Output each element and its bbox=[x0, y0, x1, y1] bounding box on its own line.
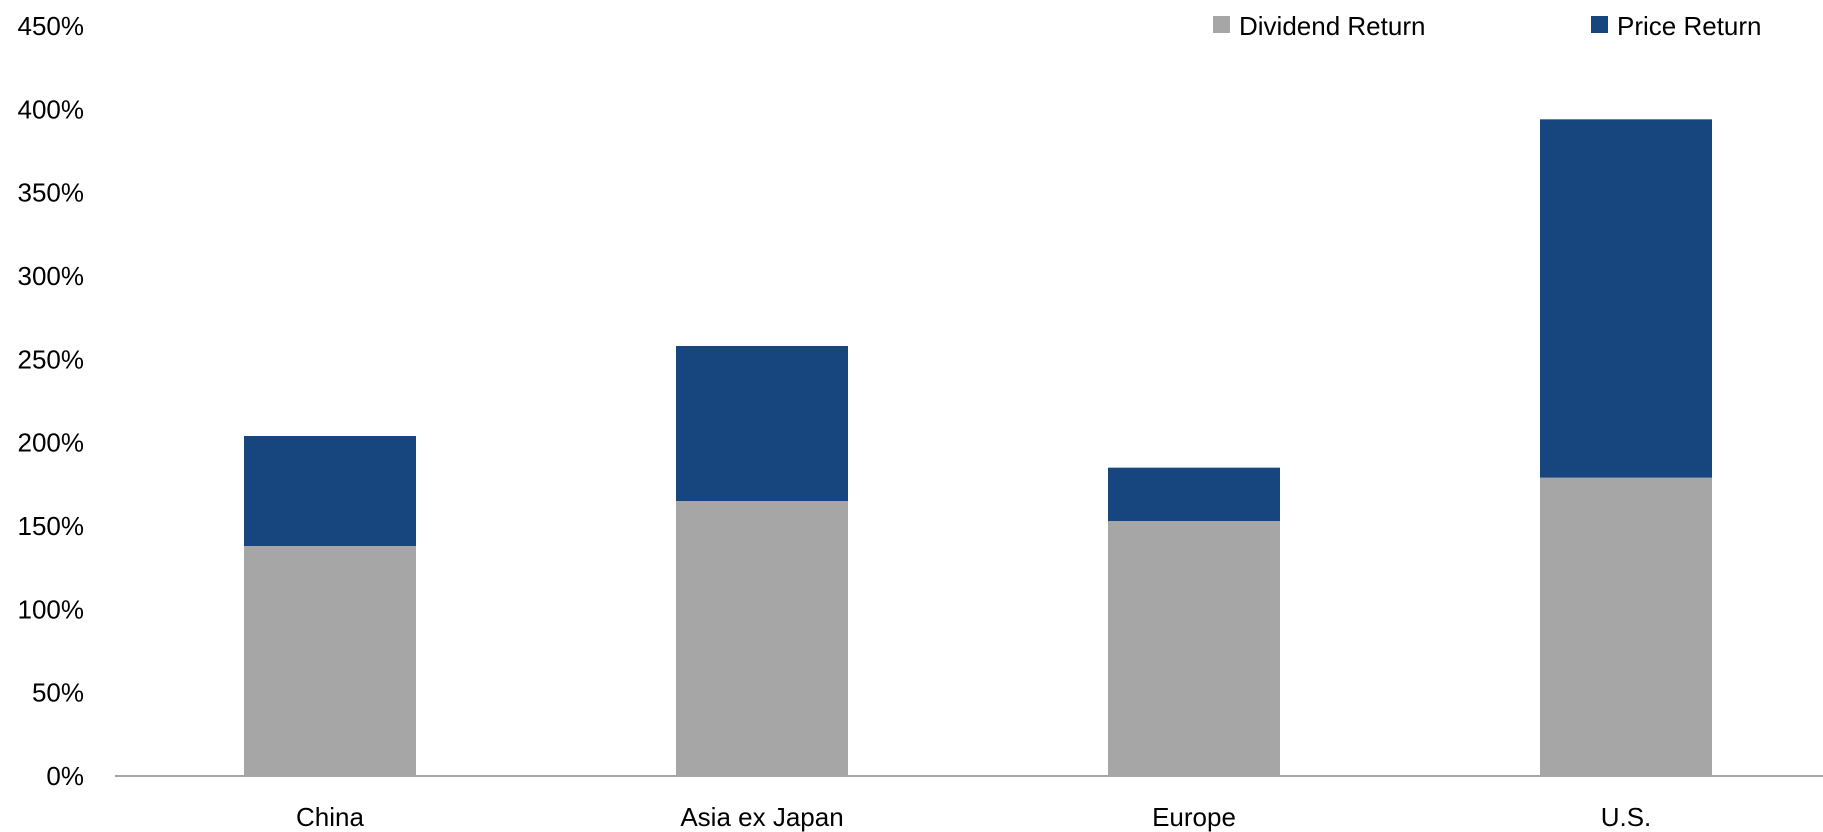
x-tick-label: China bbox=[296, 802, 364, 832]
legend-swatch bbox=[1591, 16, 1608, 33]
y-tick-label: 450% bbox=[18, 11, 85, 41]
x-tick-label: Asia ex Japan bbox=[680, 802, 843, 832]
bars-group bbox=[244, 119, 1712, 776]
y-tick-label: 350% bbox=[18, 178, 85, 208]
x-axis-labels: China Asia ex Japan Europe U.S. bbox=[296, 802, 1651, 832]
legend-swatch bbox=[1213, 16, 1230, 33]
legend-label: Dividend Return bbox=[1239, 11, 1425, 41]
y-tick-label: 250% bbox=[18, 344, 85, 374]
bar-segment-price-return bbox=[244, 436, 416, 546]
y-tick-label: 300% bbox=[18, 261, 85, 291]
bar-segment-dividend-return bbox=[676, 501, 848, 776]
bar-segment-price-return bbox=[1108, 467, 1280, 521]
x-tick-label: Europe bbox=[1152, 802, 1236, 832]
y-tick-label: 150% bbox=[18, 511, 85, 541]
legend-label: Price Return bbox=[1617, 11, 1762, 41]
bar-segment-dividend-return bbox=[1108, 521, 1280, 776]
bar-segment-price-return bbox=[1540, 119, 1712, 478]
y-axis-ticks: 0% 50% 100% 150% 200% 250% 300% 350% 400% 450% bbox=[18, 11, 85, 791]
y-tick-label: 100% bbox=[18, 594, 85, 624]
y-tick-label: 50% bbox=[32, 678, 84, 708]
bar-segment-dividend-return bbox=[244, 546, 416, 776]
x-tick-label: U.S. bbox=[1601, 802, 1652, 832]
bar-segment-price-return bbox=[676, 346, 848, 501]
bar-segment-dividend-return bbox=[1540, 477, 1712, 776]
y-tick-label: 400% bbox=[18, 94, 85, 124]
y-tick-label: 0% bbox=[46, 761, 84, 791]
legend: Dividend Return Price Return bbox=[1213, 11, 1762, 41]
y-tick-label: 200% bbox=[18, 428, 85, 458]
